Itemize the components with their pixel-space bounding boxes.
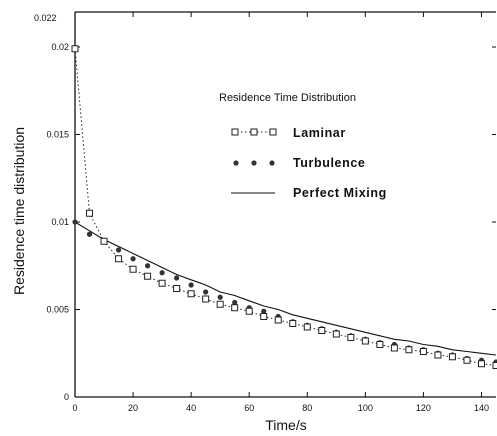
laminar-point (463, 356, 471, 364)
legend-turbulence-label: Turbulence (293, 156, 365, 170)
laminar-point (376, 341, 384, 348)
turbulence-point (130, 256, 136, 262)
laminar-point (100, 237, 108, 245)
laminar-point (260, 313, 268, 320)
x-tick-label: 60 (244, 403, 254, 413)
x-tick-label: 20 (128, 403, 138, 413)
laminar-point (274, 316, 282, 324)
laminar-point (347, 334, 355, 341)
laminar-point (289, 320, 297, 327)
y-tick-label: 0 (64, 392, 69, 402)
x-tick-label: 0 (72, 403, 77, 413)
turbulence-point (232, 299, 238, 306)
turbulence-point (86, 231, 93, 237)
laminar-point (405, 346, 413, 354)
laminar-point (129, 265, 137, 273)
laminar-point (318, 327, 326, 334)
turbulence-point (203, 289, 209, 295)
legend-title: Residence Time Distribution (219, 92, 356, 104)
laminar-point (231, 304, 239, 312)
turbulence-point (261, 308, 267, 314)
turbulence-point (217, 294, 223, 300)
legend: Laminar Turbulence Perfect Mixing (231, 126, 387, 200)
legend-perfect-mixing-label: Perfect Mixing (293, 186, 387, 200)
y-tick-label: 0.01 (51, 217, 69, 227)
x-tick-label: 40 (186, 403, 196, 413)
y-axis-title: Residence time distribution (11, 127, 27, 295)
laminar-point (390, 344, 398, 352)
x-axis-title: Time/s (265, 417, 306, 433)
legend-laminar-label: Laminar (293, 126, 346, 140)
laminar-point (448, 353, 456, 361)
laminar-point (361, 337, 369, 345)
y-tick-label: 0.02 (51, 42, 69, 52)
laminar-point (419, 348, 427, 355)
turbulence-point (159, 270, 165, 276)
laminar-point (158, 279, 166, 287)
laminar-point (187, 290, 195, 298)
y-tick-label: 0.015 (46, 130, 69, 140)
x-tick-label: 140 (474, 403, 489, 413)
laminar-point (202, 295, 210, 303)
legend-laminar-marker (269, 128, 277, 136)
laminar-point (245, 307, 253, 315)
laminar-point (173, 285, 181, 292)
x-tick-label: 120 (416, 403, 431, 413)
turbulence-point (174, 275, 180, 281)
laminar-point (216, 300, 224, 308)
laminar-point (86, 209, 94, 217)
laminar-point (303, 323, 311, 331)
turbulence-point (188, 282, 194, 288)
x-tick-label: 100 (358, 403, 373, 413)
legend-turbulence-marker (233, 160, 239, 166)
legend-turbulence-marker (251, 160, 257, 166)
x-tick-label: 80 (302, 403, 312, 413)
laminar-point (332, 330, 340, 338)
laminar-point (71, 45, 79, 53)
legend-laminar-marker (250, 128, 258, 136)
y-tick-top-label: 0.022 (34, 13, 57, 23)
laminar-point (477, 360, 485, 368)
y-tick-label: 0.005 (46, 305, 69, 315)
turbulence-point (72, 219, 78, 225)
legend-turbulence-marker (269, 160, 275, 166)
turbulence-point (115, 247, 122, 253)
laminar-point (115, 255, 123, 263)
legend-laminar-marker (231, 128, 239, 136)
laminar-point (434, 351, 442, 359)
laminar-point (144, 272, 152, 280)
laminar-point (492, 362, 497, 369)
series-perfect-mixing-line (74, 221, 497, 356)
turbulence-point (144, 263, 151, 269)
